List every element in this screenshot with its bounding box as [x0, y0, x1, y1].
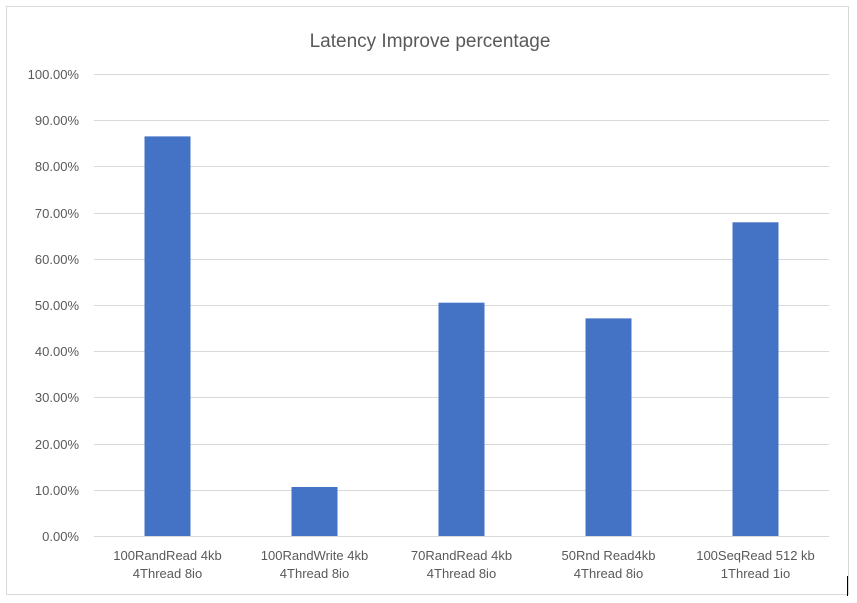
bar [732, 222, 779, 537]
x-category-label-line: 4Thread 8io [280, 566, 349, 581]
bar [585, 318, 632, 536]
frame-edge-mark [847, 576, 848, 596]
y-tick-label: 20.00% [35, 437, 80, 452]
chart-title: Latency Improve percentage [310, 31, 551, 52]
x-category-label: 50Rnd Read4kb 4Thread 8io [562, 548, 656, 581]
y-tick-label: 100.00% [28, 67, 80, 82]
x-category-label-line: 50Rnd Read4kb [562, 548, 656, 563]
y-tick-label: 50.00% [35, 298, 80, 313]
y-tick-label: 10.00% [35, 483, 80, 498]
x-category-label: 70RandRead 4kb 4Thread 8io [411, 548, 512, 581]
x-category-label-line: 70RandRead 4kb [411, 548, 512, 563]
bar [144, 136, 191, 536]
y-tick-label: 60.00% [35, 252, 80, 267]
x-category-label: 100RandWrite 4kb 4Thread 8io [261, 548, 368, 581]
x-category-label-line: 4Thread 8io [427, 566, 496, 581]
bars [144, 136, 779, 537]
x-category-label-line: 100RandWrite 4kb [261, 548, 368, 563]
x-category-label-line: 4Thread 8io [133, 566, 202, 581]
x-category-label-line: 100SeqRead 512 kb [696, 548, 815, 563]
y-tick-label: 80.00% [35, 159, 80, 174]
bar [438, 302, 485, 536]
x-category-label: 100RandRead 4kb 4Thread 8io [113, 548, 221, 581]
y-tick-label: 90.00% [35, 113, 80, 128]
bar [291, 487, 338, 536]
y-tick-label: 30.00% [35, 390, 80, 405]
x-category-label-line: 1Thread 1io [721, 566, 790, 581]
x-category-label: 100SeqRead 512 kb 1Thread 1io [696, 548, 815, 581]
y-axis-tick-labels: 0.00% 10.00% 20.00% 30.00% 40.00% 50.00% 60.00… [28, 67, 80, 544]
y-tick-label: 70.00% [35, 206, 80, 221]
y-tick-label: 0.00% [42, 529, 79, 544]
y-tick-label: 40.00% [35, 344, 80, 359]
x-category-label-line: 100RandRead 4kb [113, 548, 221, 563]
x-category-label-line: 4Thread 8io [574, 566, 643, 581]
